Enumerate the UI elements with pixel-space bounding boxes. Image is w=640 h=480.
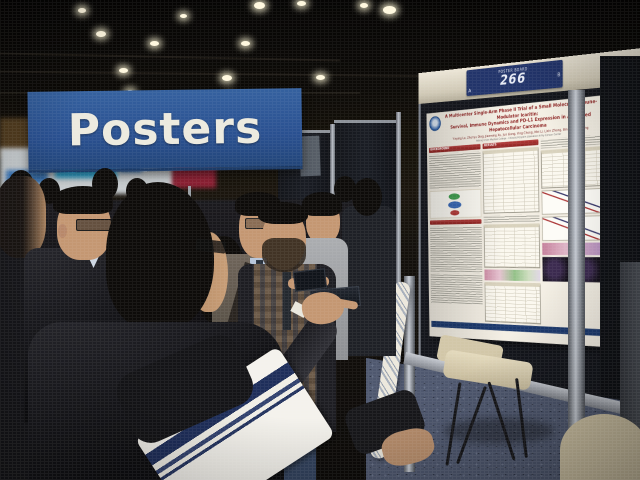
- poster-text-block: [483, 214, 540, 223]
- ceiling-light: [316, 75, 325, 80]
- poster-column-middle: RESULTS: [482, 139, 542, 325]
- poster-column-left: BACKGROUND: [428, 143, 483, 322]
- board-slot-a: A: [468, 88, 472, 95]
- posters-hanging-sign: Posters: [27, 88, 303, 173]
- institution-logo: [429, 115, 441, 132]
- second-chair-seat: [560, 414, 640, 480]
- diagram-node-green: [448, 192, 461, 200]
- plaid-attendee-hair: [258, 202, 308, 224]
- ceiling-light: [254, 2, 265, 9]
- attendee-at-board-body: [342, 206, 396, 356]
- ceiling-light: [241, 41, 250, 46]
- ceiling-light: [78, 8, 86, 13]
- ceiling-light: [119, 68, 128, 73]
- ceiling-truss: [0, 52, 340, 62]
- ceiling-light: [150, 41, 159, 46]
- eyeglasses: [76, 219, 112, 231]
- glasses-attendee-hair: [53, 186, 113, 214]
- section-header-unreadable: [429, 218, 482, 225]
- results-table: [482, 146, 540, 215]
- board-slot-b: B: [557, 72, 561, 79]
- glasses-attendee-ear: [58, 224, 67, 238]
- poster-board-number-sign: POSTER BOARD 266 A B: [466, 59, 563, 97]
- ceiling-light: [383, 6, 396, 14]
- lanyard-strap: [283, 272, 291, 330]
- results-table: [483, 223, 541, 268]
- foreground-attendee-hair: [106, 182, 214, 330]
- crowd-head: [334, 176, 356, 202]
- diagram-node-blue: [447, 200, 462, 209]
- poster-diagram: [429, 188, 482, 219]
- ceiling-light: [96, 31, 106, 37]
- board-frame-post-left: [404, 276, 415, 472]
- chair-shadow: [444, 418, 554, 444]
- poster-text-block: [429, 150, 482, 189]
- results-table: [484, 282, 542, 325]
- attendee-at-board-head: [352, 178, 382, 216]
- ceiling-light: [297, 1, 306, 6]
- posters-sign-label: Posters: [67, 102, 263, 156]
- board-frame-post: [396, 112, 401, 362]
- diagram-node-red: [450, 209, 460, 216]
- board-frame-post-right: [568, 90, 585, 472]
- plaid-attendee-beard: [262, 238, 306, 272]
- histology-figure-strip: [484, 269, 541, 282]
- far-left-attendee-head: [0, 176, 46, 258]
- small-sign-edge: [299, 135, 321, 177]
- poster-text-block: [430, 225, 483, 273]
- ceiling-light: [180, 14, 187, 18]
- gray-jacket-attendee-hair: [302, 192, 342, 216]
- poster-text-block: [430, 273, 483, 305]
- ceiling-light: [360, 3, 368, 8]
- ceiling-light: [222, 75, 232, 81]
